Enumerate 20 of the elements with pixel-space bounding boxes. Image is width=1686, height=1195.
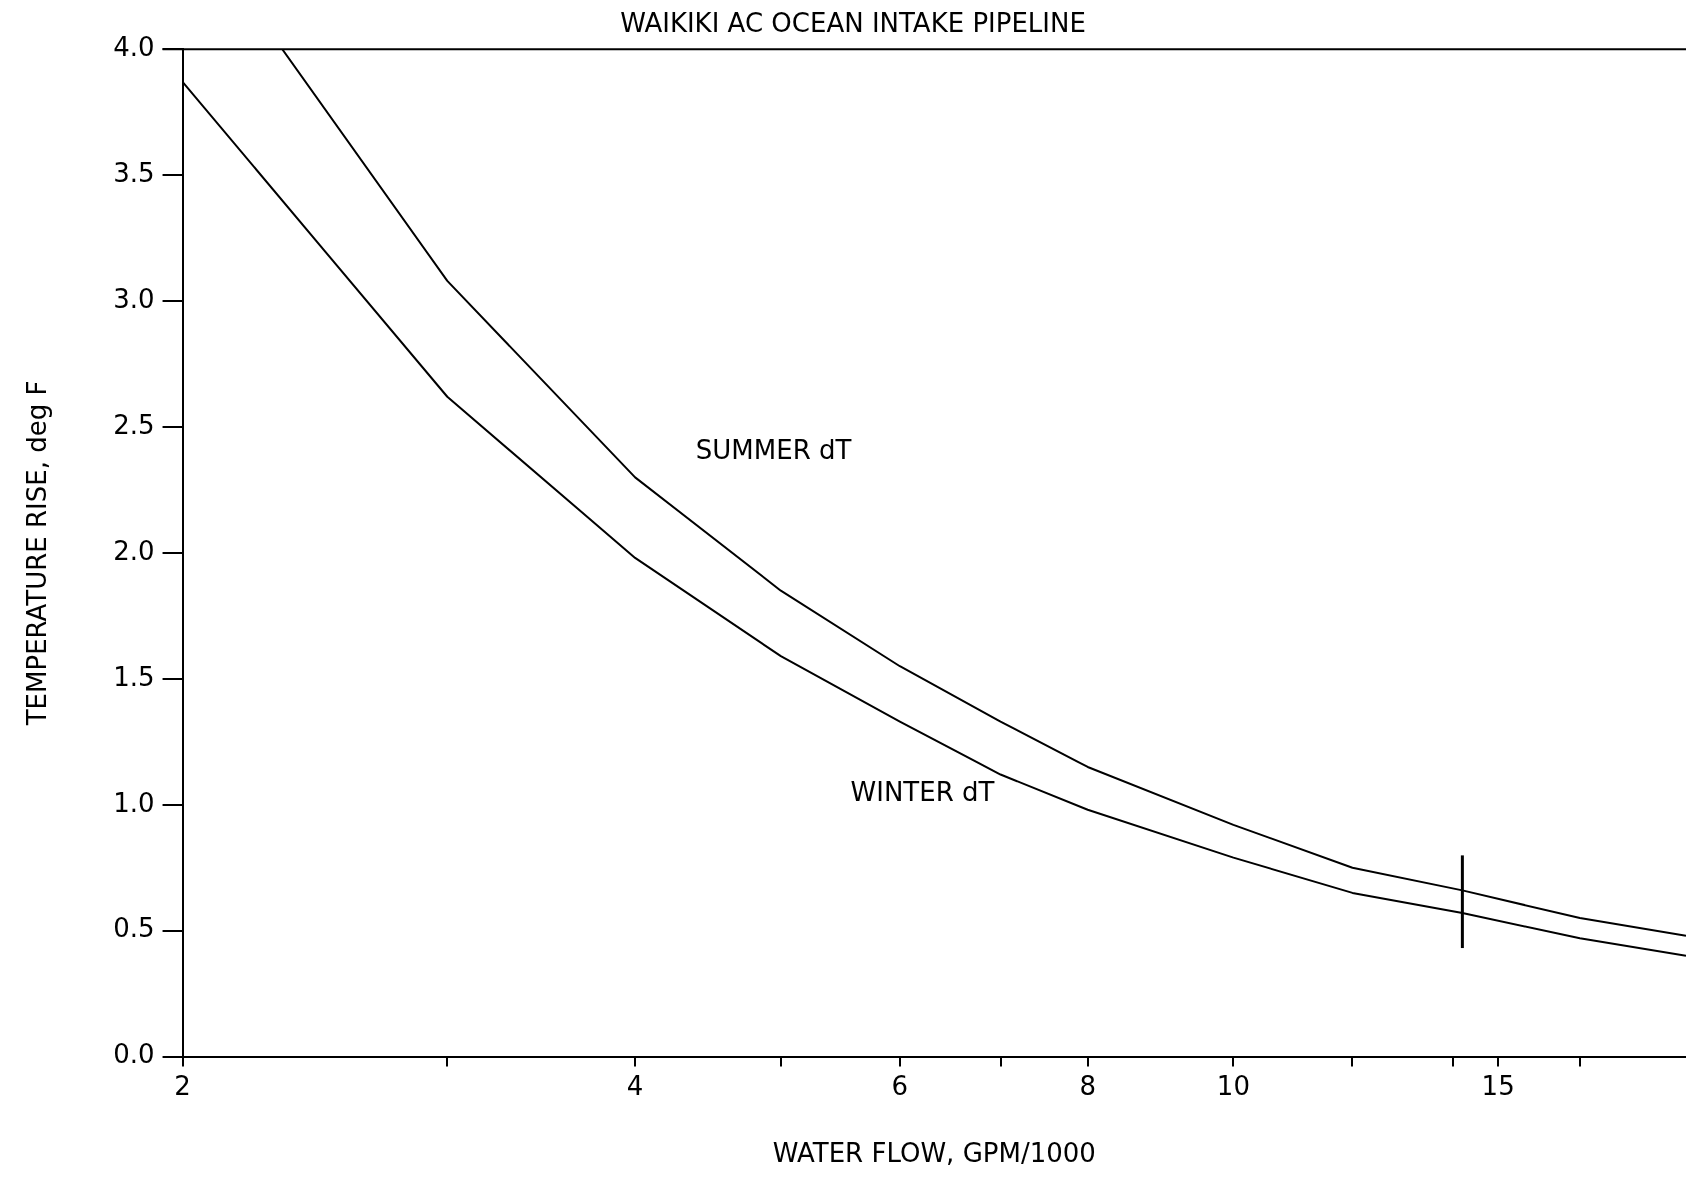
chart-title: WAIKIKI AC OCEAN INTAKE PIPELINE <box>620 8 1086 39</box>
series-label: SUMMER dT <box>695 435 852 466</box>
y-tick-label: 3.0 <box>113 283 155 314</box>
series-label: WINTER dT <box>850 777 995 808</box>
x-tick-label: 10 <box>1216 1070 1250 1101</box>
y-tick-label: 2.5 <box>113 409 155 440</box>
y-tick-label: 4.0 <box>113 31 155 62</box>
x-tick-label: 15 <box>1481 1070 1515 1101</box>
x-tick-label: 8 <box>1079 1070 1096 1101</box>
x-tick-label: 4 <box>626 1070 644 1101</box>
x-axis-title: WATER FLOW, GPM/1000 <box>772 1138 1096 1169</box>
y-tick-label: 1.5 <box>113 661 155 692</box>
y-tick-label: 0.0 <box>113 1039 155 1070</box>
y-tick-label: 0.5 <box>113 913 155 944</box>
y-axis-title: TEMPERATURE RISE, deg F <box>22 380 53 727</box>
y-tick-label: 1.0 <box>113 787 155 818</box>
x-tick-label: 6 <box>891 1070 909 1101</box>
y-tick-label: 2.0 <box>113 535 155 566</box>
x-tick-label: 2 <box>174 1070 191 1101</box>
y-tick-label: 3.5 <box>113 157 155 188</box>
